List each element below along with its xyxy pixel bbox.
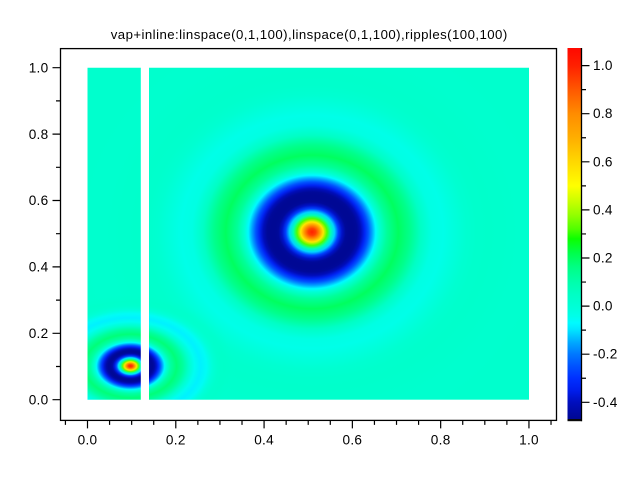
svg-text:0.2: 0.2: [593, 251, 613, 266]
svg-text:0.8: 0.8: [431, 432, 451, 447]
svg-text:0.0: 0.0: [593, 299, 613, 314]
svg-text:0.4: 0.4: [593, 202, 613, 217]
svg-text:0.6: 0.6: [593, 154, 613, 169]
svg-text:-0.4: -0.4: [593, 395, 618, 410]
svg-text:0.8: 0.8: [29, 127, 49, 142]
svg-text:0.6: 0.6: [342, 432, 362, 447]
svg-text:0.8: 0.8: [593, 106, 613, 121]
svg-text:0.2: 0.2: [166, 432, 186, 447]
svg-text:0.4: 0.4: [29, 260, 49, 275]
svg-text:0.0: 0.0: [78, 432, 98, 447]
svg-text:0.0: 0.0: [29, 392, 49, 407]
svg-text:0.2: 0.2: [29, 326, 49, 341]
svg-text:1.0: 1.0: [593, 58, 613, 73]
svg-text:0.4: 0.4: [254, 432, 274, 447]
svg-text:-0.2: -0.2: [593, 347, 618, 362]
svg-text:vap+inline:linspace(0,1,100),l: vap+inline:linspace(0,1,100),linspace(0,…: [111, 27, 508, 42]
svg-text:1.0: 1.0: [29, 60, 49, 75]
svg-text:0.6: 0.6: [29, 193, 49, 208]
svg-text:1.0: 1.0: [519, 432, 539, 447]
